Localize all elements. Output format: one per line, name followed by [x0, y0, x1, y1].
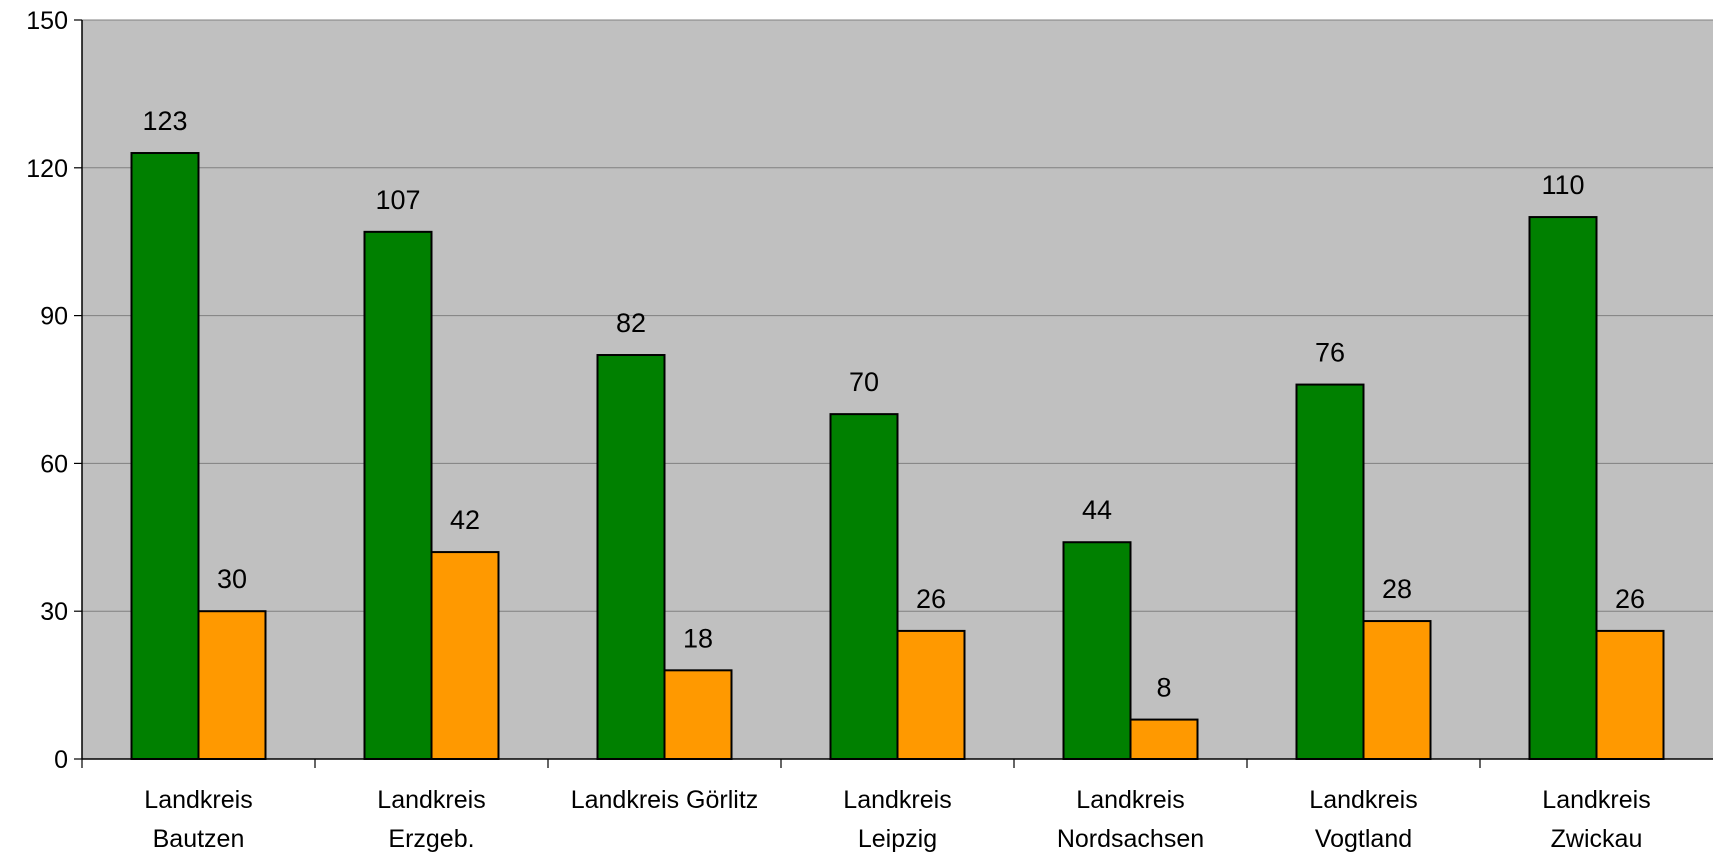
data-label: 123 [142, 106, 187, 136]
bar-orange [1129, 718, 1199, 761]
category-label: Leipzig [858, 825, 937, 853]
data-label: 30 [217, 564, 247, 594]
category-label: Landkreis [1542, 786, 1650, 814]
y-tick-label: 0 [54, 746, 68, 774]
axes [74, 19, 1713, 768]
data-label: 8 [1156, 673, 1171, 703]
y-tick-label: 30 [40, 598, 68, 626]
bar-green [363, 230, 433, 760]
category-label: Vogtland [1315, 825, 1412, 853]
y-tick-label: 150 [26, 7, 68, 35]
bar-green [1295, 383, 1365, 760]
y-tick-label: 120 [26, 155, 68, 183]
bar-green [1062, 541, 1132, 761]
category-label: Zwickau [1551, 825, 1643, 853]
category-label: Bautzen [153, 825, 245, 853]
data-label: 70 [849, 367, 879, 397]
bar-orange [1362, 620, 1432, 761]
data-label: 82 [616, 308, 646, 338]
data-label: 26 [916, 584, 946, 614]
bar-orange [896, 629, 966, 761]
category-label: Landkreis Görlitz [571, 786, 759, 814]
bar-orange [663, 669, 733, 761]
data-label: 44 [1082, 495, 1112, 525]
data-label: 110 [1541, 170, 1584, 200]
category-label: Landkreis [377, 786, 485, 814]
bar-green [1528, 216, 1598, 761]
category-label: Landkreis [843, 786, 951, 814]
bar-orange [197, 610, 267, 761]
bar-green [130, 152, 200, 760]
y-tick-label: 60 [40, 450, 68, 478]
data-label: 26 [1615, 584, 1645, 614]
y-tick-label: 90 [40, 303, 68, 331]
data-label: 18 [683, 623, 713, 653]
bar-green [596, 354, 666, 760]
data-label: 107 [375, 185, 420, 215]
category-label: Landkreis [1309, 786, 1417, 814]
category-label: Landkreis [1076, 786, 1184, 814]
bar-green [829, 413, 899, 760]
data-label: 28 [1382, 574, 1412, 604]
labels: 0 30 60 90 120 150 123 30 Landkreis Bautzen 107 42 L… [26, 7, 1650, 853]
data-label: 42 [450, 505, 480, 535]
bar-orange [430, 551, 500, 761]
category-label: Erzgeb. [388, 825, 474, 853]
data-label: 76 [1315, 338, 1345, 368]
category-label: Landkreis [144, 786, 252, 814]
category-label: Nordsachsen [1057, 825, 1204, 853]
bar-orange [1595, 629, 1665, 761]
bars [130, 152, 1665, 761]
